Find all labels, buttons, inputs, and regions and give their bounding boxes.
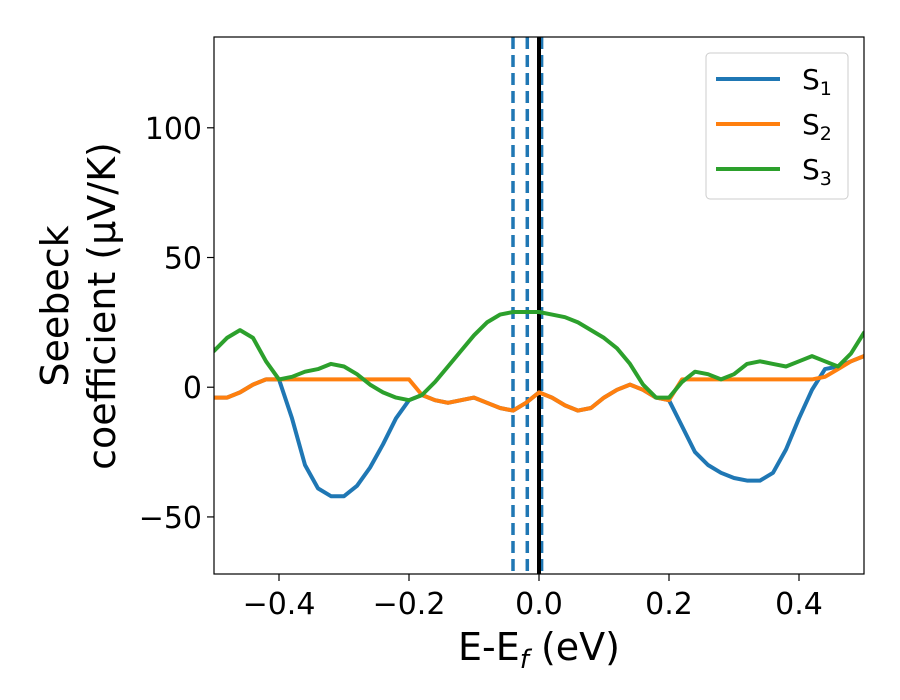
legend-label-2: S2 bbox=[802, 108, 832, 145]
y-axis-ticks: −50 0 50 100 bbox=[139, 112, 214, 536]
y-tick-label: 0 bbox=[183, 371, 202, 406]
y-axis-label-line1: Seebeck bbox=[33, 225, 77, 386]
x-tick-label: 0.0 bbox=[515, 587, 563, 622]
y-tick-label: −50 bbox=[139, 501, 202, 536]
series-line-2 bbox=[214, 354, 864, 413]
series-line-3 bbox=[214, 310, 864, 403]
x-tick-label: 0.4 bbox=[775, 587, 823, 622]
legend-label-1: S1 bbox=[802, 63, 832, 100]
y-axis-label-line2: coefficient (μV/K) bbox=[80, 142, 124, 470]
x-axis-label-main: E-E bbox=[458, 625, 520, 669]
vertical-lines bbox=[511, 37, 544, 574]
y-tick-label: 100 bbox=[145, 112, 202, 147]
x-axis-label-unit: (eV) bbox=[529, 625, 620, 669]
x-axis-ticks: −0.4 −0.2 0.0 0.2 0.4 bbox=[243, 574, 823, 622]
x-tick-label: −0.2 bbox=[373, 587, 446, 622]
series-lines bbox=[214, 310, 864, 499]
y-axis-label: Seebeck coefficient (μV/K) bbox=[33, 142, 124, 470]
y-tick-label: 50 bbox=[164, 242, 202, 277]
x-tick-label: 0.2 bbox=[645, 587, 693, 622]
legend-label-3: S3 bbox=[802, 153, 832, 190]
x-axis-label: E-Ef (eV) bbox=[458, 625, 620, 675]
legend: S1 S2 S3 bbox=[705, 52, 849, 200]
x-tick-label: −0.4 bbox=[243, 587, 316, 622]
